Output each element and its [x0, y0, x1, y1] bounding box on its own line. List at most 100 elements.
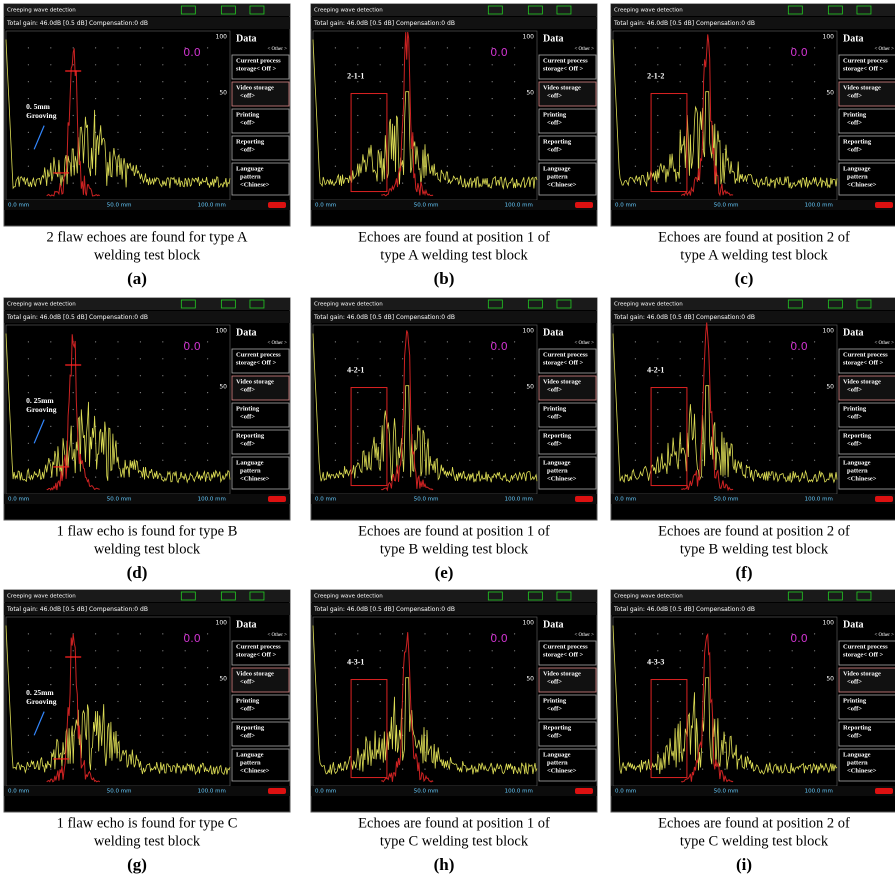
menu-text: storage< Off >	[843, 359, 884, 366]
menu-text: <off>	[847, 146, 862, 153]
grid-dot	[469, 81, 470, 82]
grid-dot	[357, 392, 358, 393]
grid-dot	[140, 409, 141, 410]
menu-text: <off>	[847, 119, 862, 126]
grid-dot	[702, 667, 703, 668]
menu-sub: < Other >	[574, 47, 594, 52]
grid-dot	[117, 443, 118, 444]
grid-dot	[402, 769, 403, 770]
grid-dot	[492, 132, 493, 133]
menu-title: Data	[236, 327, 257, 338]
grid-dot	[185, 81, 186, 82]
panel: Creeping wave detectionTotal gain: 46.0d…	[311, 590, 597, 874]
grid-dot	[50, 443, 51, 444]
menu-text: Language	[843, 751, 871, 758]
grid-dot	[207, 718, 208, 719]
grid-dot	[514, 375, 515, 376]
grid-dot	[469, 149, 470, 150]
grid-dot	[357, 132, 358, 133]
axis-bar	[4, 494, 290, 504]
grid-dot	[680, 718, 681, 719]
grid-dot	[514, 752, 515, 753]
grid-dot	[447, 769, 448, 770]
grid-dot	[447, 341, 448, 342]
grid-dot	[424, 684, 425, 685]
menu-text: <off>	[240, 413, 255, 420]
grid-dot	[380, 341, 381, 342]
menu-text: <Chinese>	[847, 767, 877, 774]
panel-letter: (e)	[435, 563, 454, 582]
x-axis-label: 50.0 mm	[714, 203, 739, 209]
grid-dot	[680, 358, 681, 359]
grid-dot	[140, 477, 141, 478]
menu-text: Video storage	[843, 378, 881, 385]
grid-dot	[469, 718, 470, 719]
readout: 0.0	[490, 632, 508, 645]
grid-dot	[814, 735, 815, 736]
grid-dot	[357, 64, 358, 65]
grid-dot	[469, 701, 470, 702]
menu-text: <Chinese>	[547, 181, 577, 188]
menu-text: <off>	[547, 413, 562, 420]
grid-dot	[207, 392, 208, 393]
grid-dot	[424, 132, 425, 133]
scale-top: 100	[523, 328, 535, 335]
grid-dot	[28, 81, 29, 82]
grid-dot	[814, 752, 815, 753]
menu-text: Current process	[843, 57, 888, 64]
grid-dot	[335, 64, 336, 65]
gain-text: Total gain: 46.0dB [0.5 dB] Compensation…	[313, 314, 455, 321]
caption: welding test block	[94, 833, 201, 849]
grid-dot	[140, 392, 141, 393]
grid-dot	[514, 149, 515, 150]
grid-dot	[207, 115, 208, 116]
grid-dot	[117, 684, 118, 685]
grid-dot	[140, 183, 141, 184]
grid-dot	[73, 47, 74, 48]
grid-dot	[702, 81, 703, 82]
grid-dot	[162, 752, 163, 753]
screen-title: Creeping wave detection	[614, 8, 683, 14]
grid-dot	[769, 701, 770, 702]
grid-dot	[514, 443, 515, 444]
grid-dot	[814, 409, 815, 410]
grid-dot	[117, 650, 118, 651]
grid-dot	[380, 64, 381, 65]
menu-text: <off>	[847, 413, 862, 420]
grid-dot	[117, 98, 118, 99]
grid-dot	[162, 426, 163, 427]
grid-dot	[380, 426, 381, 427]
grid-dot	[207, 460, 208, 461]
grid-dot	[73, 409, 74, 410]
grid-dot	[73, 460, 74, 461]
grid-dot	[469, 64, 470, 65]
grid-dot	[185, 426, 186, 427]
grid-dot	[335, 166, 336, 167]
grid-dot	[447, 735, 448, 736]
grid-dot	[814, 392, 815, 393]
grid-dot	[207, 426, 208, 427]
grid-dot	[335, 667, 336, 668]
grid-dot	[117, 735, 118, 736]
grid-dot	[747, 718, 748, 719]
menu-text: <Chinese>	[847, 475, 877, 482]
grid-dot	[635, 132, 636, 133]
grid-dot	[28, 684, 29, 685]
grid-dot	[28, 667, 29, 668]
panel: Creeping wave detectionTotal gain: 46.0d…	[4, 298, 290, 582]
grid-dot	[702, 375, 703, 376]
grid-dot	[50, 718, 51, 719]
grid-dot	[357, 718, 358, 719]
grid-dot	[73, 701, 74, 702]
menu-text: pattern	[240, 173, 261, 180]
menu-sub: < Other >	[574, 633, 594, 638]
grid-dot	[792, 684, 793, 685]
x-axis-label: 0.0 mm	[8, 789, 29, 795]
caption: type A welding test block	[380, 247, 528, 263]
menu-text: Printing	[236, 405, 260, 412]
grid-dot	[447, 426, 448, 427]
grid-dot	[814, 81, 815, 82]
grid-dot	[769, 769, 770, 770]
grid-dot	[469, 358, 470, 359]
grid-dot	[95, 752, 96, 753]
